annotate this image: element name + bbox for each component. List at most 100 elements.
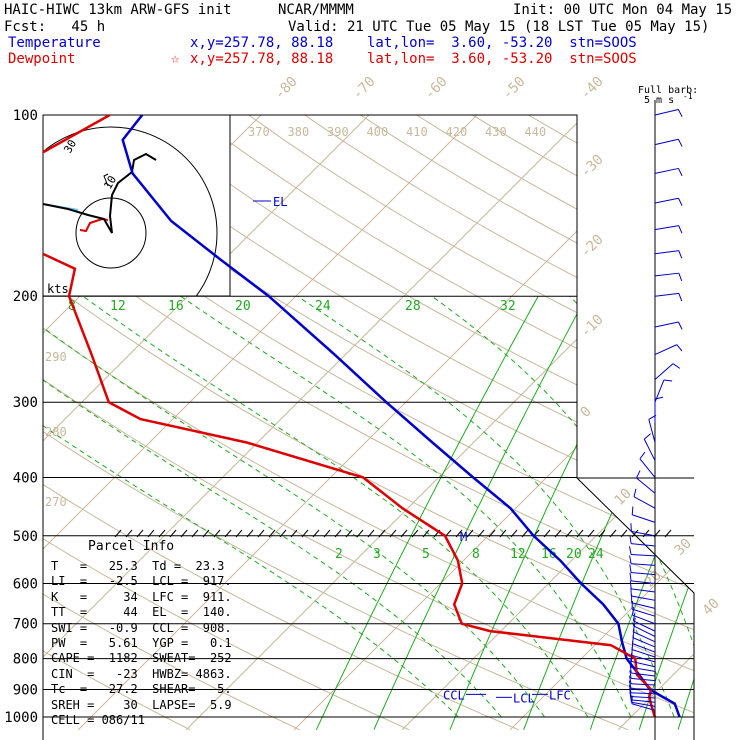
theta-label: 280 xyxy=(45,425,67,439)
wind-barb xyxy=(654,292,679,297)
wind-barb xyxy=(654,321,679,328)
mixing-ratio-label: 24 xyxy=(588,547,604,562)
mixing-ratio-label: 20 xyxy=(566,547,582,562)
isotherm-line xyxy=(43,115,383,731)
hatch-mark xyxy=(587,529,595,538)
theta-label: 380 xyxy=(288,125,310,139)
wind-barb xyxy=(630,688,656,690)
wind-barb xyxy=(631,543,656,547)
hatch-mark xyxy=(257,529,265,538)
isotherm-label: -10 xyxy=(578,312,607,341)
theta-label: 290 xyxy=(45,350,67,364)
lcl-label: LCL xyxy=(513,691,535,705)
theta-label: 270 xyxy=(45,495,67,509)
hatch-mark xyxy=(565,529,573,538)
pressure-tick-label: 700 xyxy=(13,617,38,633)
parcel-info-row: CELL = 086/11 xyxy=(51,713,145,728)
hodograph-arrow xyxy=(103,173,109,187)
hatch-mark xyxy=(642,529,650,538)
wind-barb-flag xyxy=(636,470,641,479)
valid-time: Valid: 21 UTC Tue 05 May 15 (18 LST Tue … xyxy=(288,19,710,35)
moist-adiabat xyxy=(82,295,589,718)
mixing-ratio-label: 2 xyxy=(335,547,343,562)
hodograph-trace xyxy=(43,152,157,234)
m-label: M xyxy=(460,530,467,544)
hatch-mark xyxy=(455,529,463,538)
isotherm-label: -40 xyxy=(578,74,607,103)
profile-line xyxy=(43,115,657,718)
hatch-mark xyxy=(334,529,342,538)
theta-label: 440 xyxy=(525,125,547,139)
isotherm-line xyxy=(509,115,694,731)
wind-barb xyxy=(654,344,678,356)
theta-label: 400 xyxy=(367,125,389,139)
wind-barb-flag xyxy=(678,250,683,259)
parcel-info-row: TT = 44 EL = 140. xyxy=(51,605,232,620)
wind-barb xyxy=(654,272,679,277)
pressure-tick-label: 800 xyxy=(13,652,38,668)
wind-barb-flag xyxy=(643,433,651,440)
moist-adiabat xyxy=(690,295,694,718)
hatch-mark xyxy=(290,529,298,538)
wind-barb-flag xyxy=(678,198,683,206)
wind-barb-flag xyxy=(678,293,683,302)
hatch-mark xyxy=(609,529,617,538)
pressure-tick-label: 400 xyxy=(13,470,38,486)
wind-barb xyxy=(631,654,656,663)
hatch-mark xyxy=(422,529,430,538)
mixing-ratio-label: 16 xyxy=(541,547,557,562)
hodograph-frame xyxy=(42,114,231,297)
hatch-mark xyxy=(224,529,232,538)
isotherm-label: -80 xyxy=(272,74,301,103)
mixing-ratio-line xyxy=(638,295,694,730)
wind-barb xyxy=(631,699,656,703)
wind-barb xyxy=(631,677,656,682)
isotherm-label: 40 xyxy=(700,596,723,619)
hatch-mark xyxy=(411,529,419,538)
pressure-tick-label: 200 xyxy=(13,289,38,305)
hatch-mark xyxy=(356,529,364,538)
hatch-mark xyxy=(213,529,221,538)
wind-barb-flag xyxy=(663,379,673,382)
wind-barb-flag xyxy=(676,344,683,352)
wind-barb xyxy=(630,692,656,695)
hatch-mark xyxy=(136,529,144,538)
pressure-tick-label: 900 xyxy=(13,682,38,698)
el-label: EL xyxy=(273,195,287,209)
dewpoint-star-marker: ☆ xyxy=(171,51,180,67)
theta-label: 430 xyxy=(485,125,507,139)
parcel-info-row: CIN = -23 HWBZ= 4863. xyxy=(51,666,232,681)
wind-barb xyxy=(631,588,656,593)
parcel-info-row: Tc = 27.2 SHEAR= 5. xyxy=(51,682,232,697)
mixing-ratio-label: 12 xyxy=(510,547,526,562)
mixing-ratio-label: 5 xyxy=(422,547,430,562)
wind-barb-flag xyxy=(632,623,636,632)
hatch-mark xyxy=(202,529,210,538)
wind-barb xyxy=(631,703,656,711)
hatch-mark xyxy=(499,529,507,538)
hodograph-plot xyxy=(43,126,218,296)
hodograph-unit-label: kts xyxy=(47,282,69,296)
hatch-mark xyxy=(510,529,518,538)
hatch-mark xyxy=(598,529,606,538)
wind-barb xyxy=(654,363,674,380)
hodograph-ring xyxy=(43,126,218,296)
forecast-hour: Fcst: 45 h xyxy=(4,19,106,35)
isotherm-label: -20 xyxy=(578,232,607,261)
wind-barb xyxy=(631,701,656,707)
wind-barb-flag xyxy=(629,670,632,679)
wind-barb xyxy=(648,419,656,443)
wind-barb xyxy=(631,660,656,668)
isotherm-line xyxy=(726,102,740,730)
hatch-mark xyxy=(268,529,276,538)
hatch-mark xyxy=(576,529,584,538)
hatch-mark xyxy=(378,529,386,538)
isotherm-line xyxy=(43,115,599,731)
hatch-mark xyxy=(301,529,309,538)
theta-label: 390 xyxy=(327,125,349,139)
wind-barb xyxy=(654,250,679,255)
dry-adiabat xyxy=(43,115,694,731)
hodograph-ring-label: 10 xyxy=(101,174,119,192)
dry-adiabat xyxy=(43,115,410,731)
org-label: NCAR/MMMM xyxy=(278,2,354,18)
